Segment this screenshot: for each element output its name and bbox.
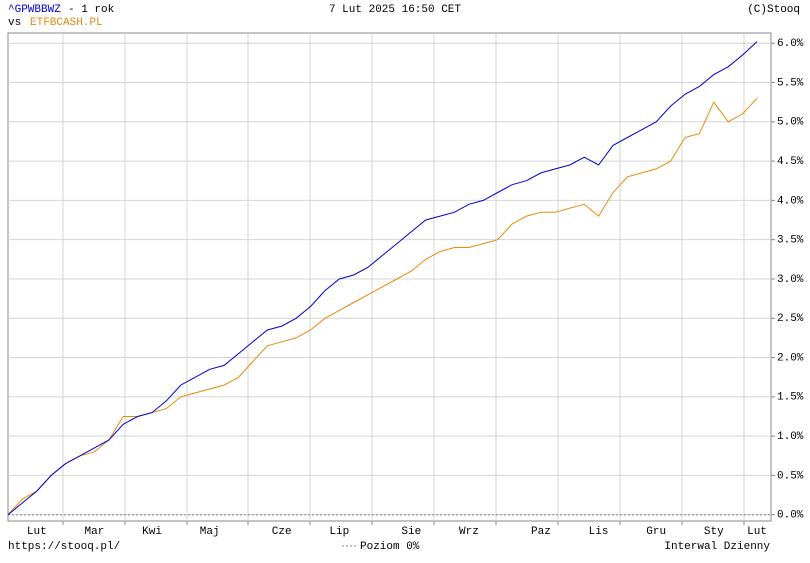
vertical-grid [62,33,745,521]
series-line [7,41,758,516]
x-tick-label: Cze [272,526,292,538]
y-tick-label: 5.5% [777,77,804,89]
x-tick-label: Mar [85,526,105,538]
x-tick-label: Gru [646,526,666,538]
y-tick-label: 0.0% [777,510,804,522]
x-tick-label: Lut [747,526,767,538]
plot-frame [7,32,772,522]
y-tick-label: 0.5% [777,470,804,482]
x-tick-label: Lip [329,526,349,538]
y-tick-label: 3.5% [777,235,804,247]
y-tick-label: 4.0% [777,195,804,207]
y-tick-label: 1.5% [777,392,804,404]
date: 7 Lut 2025 16:50 CET [329,4,461,16]
interval: Interwal Dzienny [664,541,770,553]
x-tick-label: Wrz [459,526,479,538]
y-tick-label: 4.5% [777,156,804,168]
x-tick-label: Kwi [142,526,162,538]
y-tick-label: 1.0% [777,431,804,443]
vs: vs [8,17,21,29]
series-line [7,97,758,516]
y-tick-label: 2.5% [777,313,804,325]
y-tick-label: 6.0% [777,38,804,50]
x-tick-label: Paz [531,526,551,538]
x-tick-label: Sty [704,526,724,538]
y-tick-label: 5.0% [777,117,804,129]
y-tick-label: 2.0% [777,352,804,364]
x-tick-label: Lut [27,526,47,538]
x-tick-label: Lis [589,526,609,538]
copyright: (C)Stooq [747,4,800,16]
period: - 1 rok [68,4,115,16]
symbol: ^GPWBBWZ [8,4,61,16]
url: https://stooq.pl/ [8,541,120,553]
zero-level: Poziom 0% [360,541,420,553]
x-tick-label: Maj [200,526,220,538]
x-tick-label: Sie [401,526,421,538]
compare-symbol: ETFBCASH.PL [30,17,103,29]
y-tick-label: 3.0% [777,274,804,286]
